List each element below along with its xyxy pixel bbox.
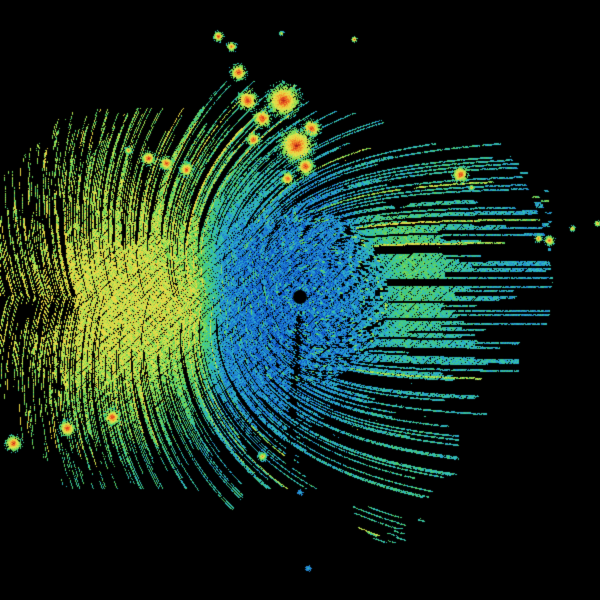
radar-display [0,0,600,600]
radar-heatmap-canvas [0,0,600,600]
